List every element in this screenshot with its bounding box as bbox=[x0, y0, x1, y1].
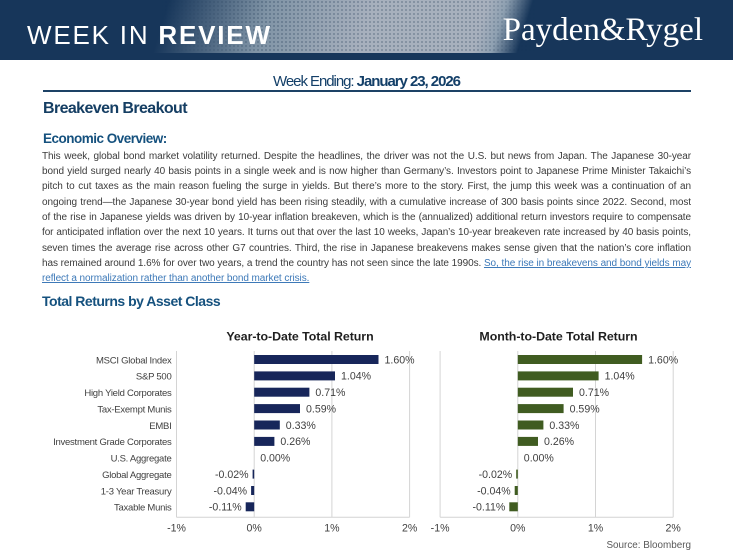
svg-text:1.60%: 1.60% bbox=[648, 354, 679, 366]
svg-text:0%: 0% bbox=[510, 523, 526, 535]
svg-text:High Yield Corporates: High Yield Corporates bbox=[84, 388, 172, 399]
svg-text:2%: 2% bbox=[666, 523, 682, 535]
svg-text:Taxable Munis: Taxable Munis bbox=[114, 503, 172, 514]
svg-text:-0.04%: -0.04% bbox=[477, 485, 511, 497]
svg-text:0.00%: 0.00% bbox=[260, 453, 291, 465]
svg-text:0.26%: 0.26% bbox=[544, 436, 575, 448]
svg-text:-0.11%: -0.11% bbox=[473, 502, 506, 514]
svg-text:Investment Grade Corporates: Investment Grade Corporates bbox=[53, 437, 172, 448]
svg-text:0.71%: 0.71% bbox=[315, 387, 346, 399]
svg-text:0.33%: 0.33% bbox=[549, 420, 580, 432]
svg-text:0.33%: 0.33% bbox=[286, 420, 317, 432]
svg-text:Source: Bloomberg: Source: Bloomberg bbox=[606, 540, 691, 551]
svg-text:Tax-Exempt Munis: Tax-Exempt Munis bbox=[97, 404, 172, 415]
svg-text:-0.02%: -0.02% bbox=[215, 469, 249, 481]
svg-text:0.00%: 0.00% bbox=[524, 453, 555, 465]
svg-text:Year-to-Date Total Return: Year-to-Date Total Return bbox=[226, 330, 373, 344]
svg-text:Month-to-Date Total Return: Month-to-Date Total Return bbox=[479, 330, 637, 344]
svg-text:1%: 1% bbox=[324, 523, 340, 535]
svg-text:1.04%: 1.04% bbox=[605, 371, 636, 383]
svg-text:1%: 1% bbox=[588, 523, 604, 535]
svg-text:EMBI: EMBI bbox=[149, 421, 171, 432]
svg-text:-0.04%: -0.04% bbox=[214, 485, 248, 497]
svg-text:0.59%: 0.59% bbox=[570, 403, 601, 415]
svg-text:-0.02%: -0.02% bbox=[479, 469, 513, 481]
svg-text:-1%: -1% bbox=[431, 523, 450, 535]
svg-text:S&P 500: S&P 500 bbox=[136, 372, 172, 383]
svg-text:0.59%: 0.59% bbox=[306, 403, 337, 415]
svg-text:1-3 Year Treasury: 1-3 Year Treasury bbox=[101, 486, 172, 497]
svg-text:U.S. Aggregate: U.S. Aggregate bbox=[111, 454, 172, 465]
svg-text:2%: 2% bbox=[402, 523, 418, 535]
svg-text:0.71%: 0.71% bbox=[579, 387, 610, 399]
svg-text:1.04%: 1.04% bbox=[341, 371, 372, 383]
svg-text:-1%: -1% bbox=[167, 523, 186, 535]
svg-text:MSCI Global Index: MSCI Global Index bbox=[96, 355, 172, 366]
svg-text:-0.11%: -0.11% bbox=[209, 502, 242, 514]
svg-text:1.60%: 1.60% bbox=[385, 354, 416, 366]
svg-text:0%: 0% bbox=[247, 523, 263, 535]
svg-text:Global Aggregate: Global Aggregate bbox=[102, 470, 171, 481]
svg-text:0.26%: 0.26% bbox=[280, 436, 311, 448]
